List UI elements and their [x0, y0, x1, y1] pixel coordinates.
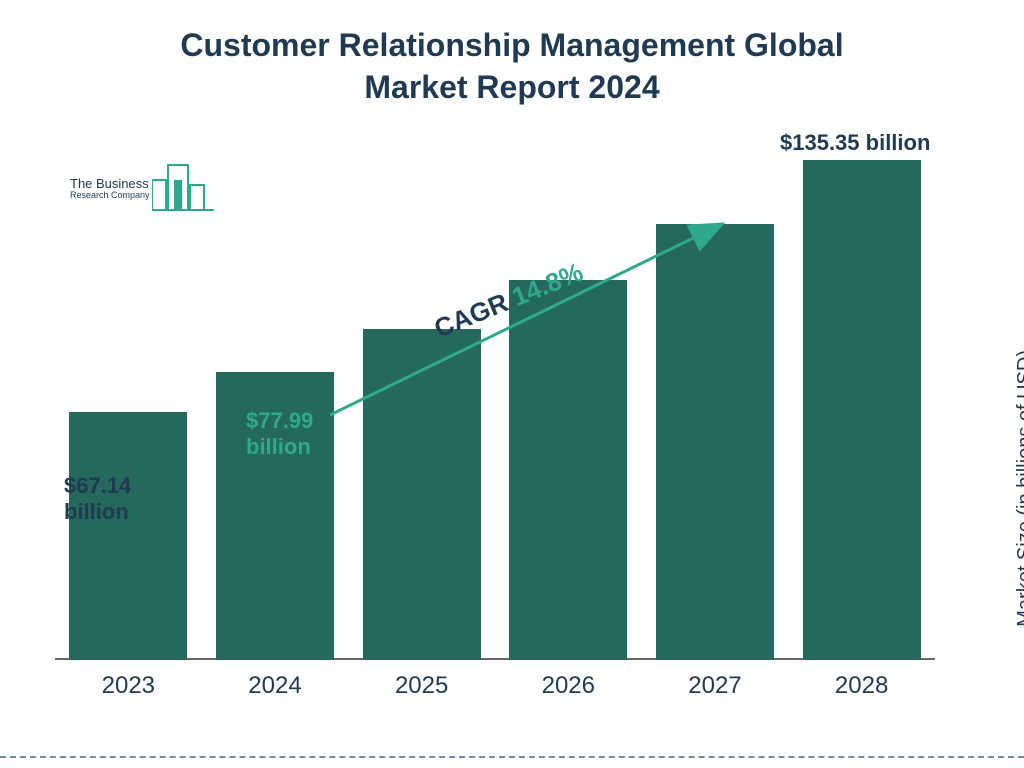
bottom-dashed-line: [0, 756, 1024, 758]
y-axis-label: Market Size (in billions of USD): [1014, 350, 1024, 627]
cagr-arrow: [0, 0, 1024, 768]
